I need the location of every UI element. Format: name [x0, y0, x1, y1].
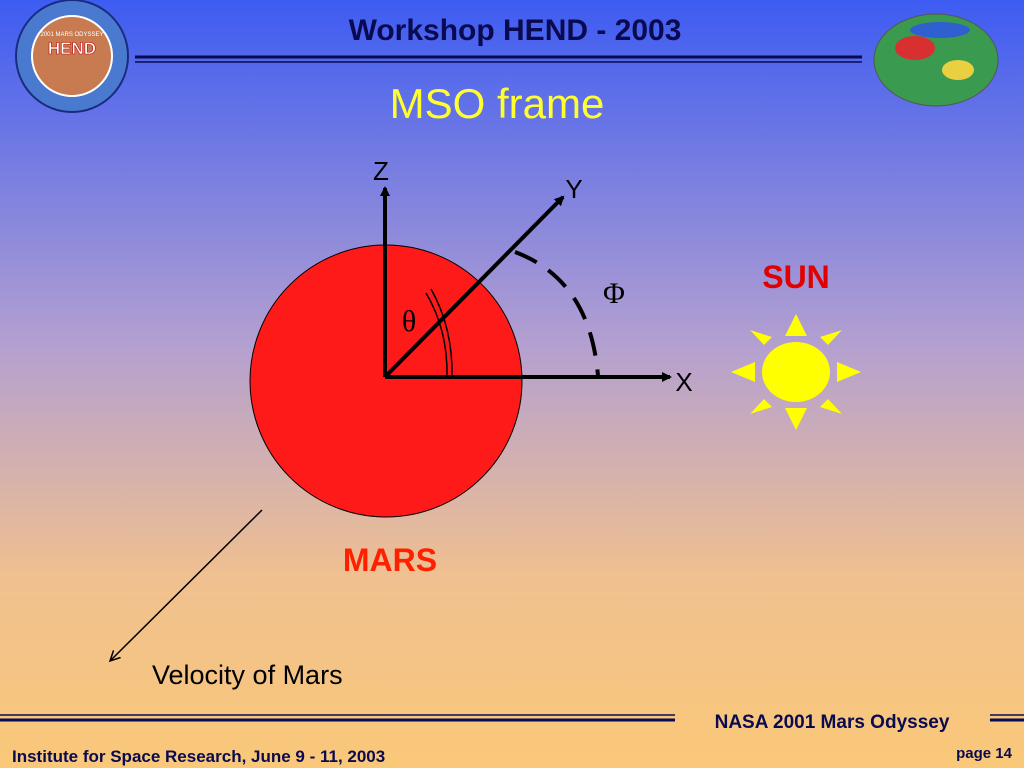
- header-title: Workshop HEND - 2003: [349, 14, 682, 47]
- footer-institute: Institute for Space Research, June 9 - 1…: [12, 747, 385, 766]
- x-label: X: [675, 367, 692, 397]
- z-label: Z: [373, 156, 389, 186]
- footer-mission: NASA 2001 Mars Odyssey: [715, 712, 950, 733]
- logo-subtext: 2001 MARS ODYSSEY: [40, 32, 103, 38]
- velocity-arrow: [110, 509, 263, 661]
- y-axis: [383, 195, 565, 379]
- sun-label: SUN: [762, 259, 830, 295]
- logo: HEND 2001 MARS ODYSSEY: [15, 0, 129, 113]
- slide-title: MSO frame: [390, 80, 605, 127]
- phi-arc: [514, 250, 600, 377]
- phi-label: Φ: [603, 277, 625, 310]
- y-label: Y: [565, 174, 582, 204]
- velocity-label: Velocity of Mars: [152, 660, 343, 690]
- mars-label: MARS: [343, 542, 437, 578]
- mars-map: [873, 13, 999, 107]
- sun: [731, 314, 861, 430]
- theta-arc: [430, 288, 453, 378]
- theta-label: θ: [402, 305, 416, 338]
- footer-page: page 14: [956, 745, 1013, 762]
- logo-text: HEND: [48, 39, 96, 58]
- theta-arc: [425, 292, 448, 378]
